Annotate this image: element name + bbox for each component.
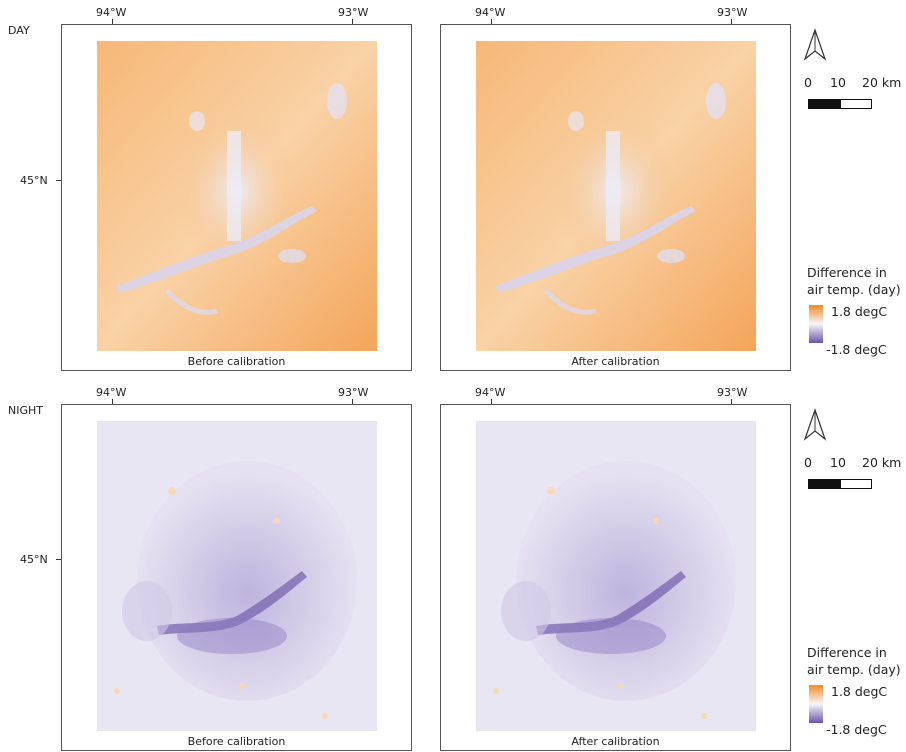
scale-bar-black — [808, 99, 842, 109]
lon-label-93w: 93°W — [717, 6, 748, 19]
lon-label-94w: 94°W — [96, 6, 127, 19]
map-panel-night-after: After calibration — [440, 404, 791, 751]
scale-bar-black — [808, 479, 842, 489]
scale-label-10: 10 — [830, 75, 846, 90]
temperature-difference-raster — [97, 421, 377, 731]
map-panel-day-before: Before calibration — [61, 24, 412, 371]
row-label-night: NIGHT — [8, 404, 43, 417]
scale-label-0: 0 — [804, 75, 812, 90]
map-panel-day-after: After calibration — [440, 24, 791, 371]
lon-tick — [112, 19, 113, 25]
lon-tick — [352, 19, 353, 25]
lon-label-93w: 93°W — [338, 6, 369, 19]
panel-caption: Before calibration — [187, 735, 286, 748]
lat-tick — [56, 180, 62, 181]
temperature-difference-raster — [97, 41, 377, 351]
lat-label-45n: 45°N — [20, 174, 48, 187]
lon-label-93w: 93°W — [338, 386, 369, 399]
map-panel-night-before: Before calibration — [61, 404, 412, 751]
scale-label-20km: 20 km — [862, 455, 902, 470]
legend-title-line1: Difference in — [807, 265, 887, 280]
legend-title-line2: air temp. (day) — [807, 282, 901, 297]
legend-max-label: 1.8 degC — [831, 304, 888, 319]
north-arrow-icon — [803, 408, 827, 441]
lon-label-94w: 94°W — [475, 6, 506, 19]
color-ramp — [809, 685, 823, 723]
north-arrow-icon — [803, 28, 827, 61]
scale-label-20km: 20 km — [862, 75, 902, 90]
scale-bar-white — [840, 479, 872, 489]
lon-label-94w: 94°W — [96, 386, 127, 399]
lon-tick — [491, 19, 492, 25]
legend-title-line1: Difference in — [807, 645, 887, 660]
panel-caption: After calibration — [571, 355, 660, 368]
lon-tick — [352, 399, 353, 405]
color-ramp — [809, 305, 823, 343]
row-label-day: DAY — [8, 24, 30, 37]
legend-max-label: 1.8 degC — [831, 684, 888, 699]
lon-label-93w: 93°W — [717, 386, 748, 399]
legend-title-line2: air temp. (day) — [807, 662, 901, 677]
panel-caption: After calibration — [571, 735, 660, 748]
panel-caption: Before calibration — [187, 355, 286, 368]
lon-label-94w: 94°W — [475, 386, 506, 399]
legend-min-label: -1.8 degC — [826, 722, 887, 737]
scale-label-10: 10 — [830, 455, 846, 470]
scale-bar-white — [840, 99, 872, 109]
lon-tick — [491, 399, 492, 405]
lon-tick — [731, 19, 732, 25]
lon-tick — [731, 399, 732, 405]
lat-label-45n: 45°N — [20, 553, 48, 566]
temperature-difference-raster — [476, 421, 756, 731]
temperature-difference-raster — [476, 41, 756, 351]
scale-label-0: 0 — [804, 455, 812, 470]
lat-tick — [56, 559, 62, 560]
lon-tick — [112, 399, 113, 405]
legend-min-label: -1.8 degC — [826, 342, 887, 357]
